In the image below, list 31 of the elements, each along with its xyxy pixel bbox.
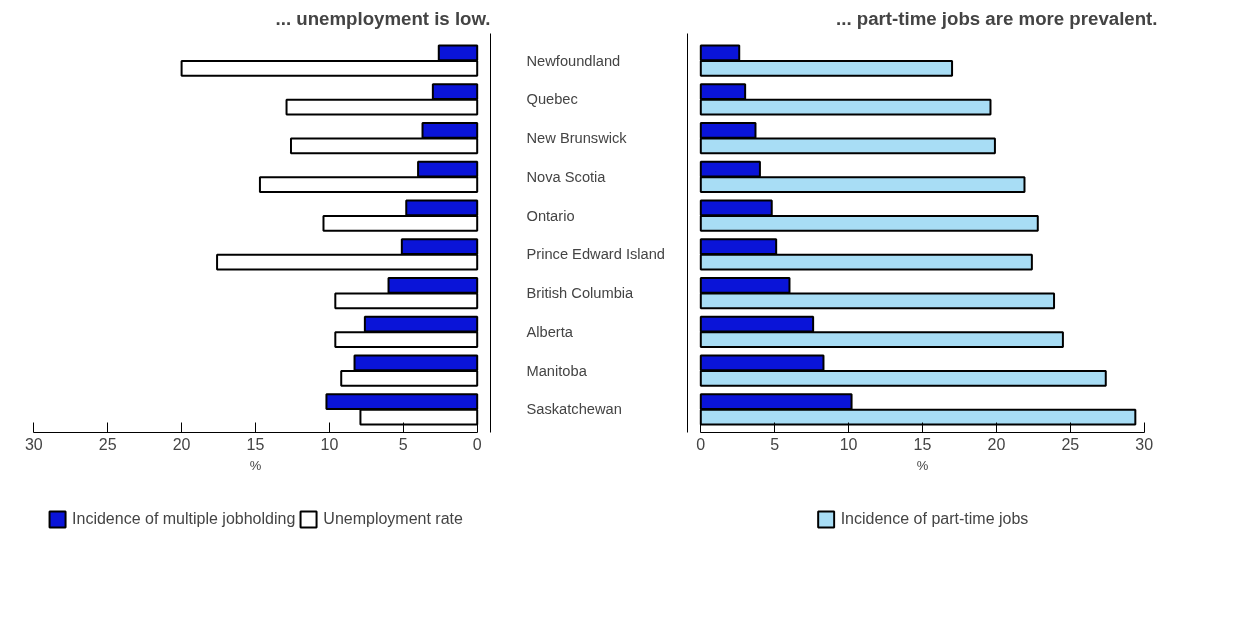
x-axis-title: % xyxy=(249,457,262,473)
x-tick-label: 5 xyxy=(770,435,780,453)
y-tick-label: Saskatchewan xyxy=(526,401,622,418)
legend-label: Incidence of part-time jobs xyxy=(840,510,1029,528)
x-tick-label: 15 xyxy=(246,435,265,453)
y-tick-label: Manitoba xyxy=(526,362,588,379)
x-tick-label: 10 xyxy=(320,435,339,453)
y-tick-label: Prince Edward Island xyxy=(526,246,665,263)
x-tick-label: 10 xyxy=(839,435,858,453)
y-tick-label: Quebec xyxy=(526,91,578,108)
y-tick-label: Nova Scotia xyxy=(526,168,607,185)
x-tick-label: 30 xyxy=(1135,435,1154,453)
x-axis-title: % xyxy=(916,457,929,473)
x-tick-label: 25 xyxy=(1061,435,1080,453)
x-tick-label: 20 xyxy=(987,435,1006,453)
chart-title: ... unemployment is low. xyxy=(275,7,491,29)
y-tick-label: Newfoundland xyxy=(526,52,621,69)
y-tick-label: Alberta xyxy=(526,323,574,340)
x-tick-label: 0 xyxy=(472,435,482,453)
y-tick-label: New Brunswick xyxy=(526,130,628,147)
x-tick-label: 20 xyxy=(172,435,191,453)
x-tick-label: 0 xyxy=(696,435,706,453)
x-tick-label: 15 xyxy=(913,435,932,453)
legend-label: Incidence of multiple jobholding xyxy=(72,510,296,528)
y-tick-label: Ontario xyxy=(526,207,575,224)
x-tick-label: 25 xyxy=(98,435,117,453)
legend-label: Unemployment rate xyxy=(323,510,463,528)
x-tick-label: 30 xyxy=(24,435,43,453)
chart-title: ... part-time jobs are more prevalent. xyxy=(836,7,1158,29)
y-tick-label: British Columbia xyxy=(526,285,635,302)
x-tick-label: 5 xyxy=(398,435,408,453)
